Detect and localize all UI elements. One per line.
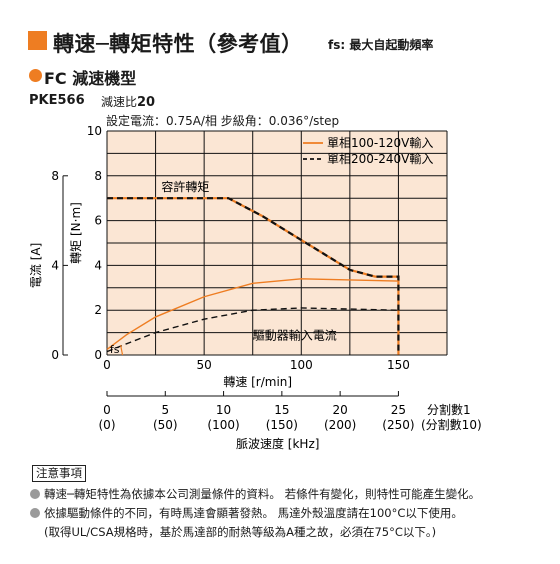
series-layer	[106, 197, 400, 355]
page-subtitle: fs: 最大自起動頻率	[328, 38, 434, 52]
current-tick-label: 0	[51, 348, 59, 362]
gear-ratio: 減速比20	[101, 93, 155, 110]
permissible-torque-label: 容許轉矩	[161, 179, 209, 194]
pulse-tick-label: 0	[103, 403, 111, 417]
model-name: PKE566	[29, 93, 85, 108]
pulse-speed-axis: 0(0) 5(50) 10(100) 15(150) 20(200) 25(250) 分割數…	[99, 391, 482, 451]
current-tick-label: 4	[51, 258, 59, 272]
x-tick-label: 50	[197, 358, 212, 372]
y-tick-label: 6	[94, 214, 102, 228]
x-tick-label: 150	[387, 358, 410, 372]
pulse-tick-label: 10	[216, 403, 231, 417]
pulse-tick-label-div10: (200)	[324, 418, 356, 432]
note-bullet	[30, 508, 40, 518]
fs-marker	[120, 344, 124, 356]
note-1: 轉速─轉矩特性為依據本公司測量條件的資料。 若條件有變化，則特性可能產生變化。	[30, 486, 480, 502]
notes-heading: 注意事項	[32, 465, 86, 482]
pulse-tick-label-div10: (50)	[153, 418, 178, 432]
note-bullet	[30, 489, 40, 499]
y-tick-label: 2	[94, 303, 102, 317]
y-tick-label: 4	[94, 258, 102, 272]
x-axis-label: 轉速 [r/min]	[223, 375, 292, 389]
note-2: 依據驅動條件的不同，有時馬達會顯著發熱。 馬達外殼溫度請在100°C以下使用。	[30, 505, 463, 521]
current-tick-label: 8	[51, 169, 59, 183]
note-1-text: 轉速─轉矩特性為依據本公司測量條件的資料。 若條件有變化，則特性可能產生變化。	[44, 487, 481, 501]
gear-ratio-label: 減速比	[101, 95, 138, 109]
page-title: 轉速─轉矩特性（參考值）	[53, 32, 303, 56]
current-curve	[106, 278, 399, 350]
y-tick-label: 10	[87, 124, 102, 138]
x-tick-label: 0	[103, 358, 111, 372]
gear-ratio-value: 20	[137, 95, 156, 110]
note-2-text: 依據驅動條件的不同，有時馬達會顯著發熱。 馬達外殼溫度請在100°C以下使用。	[44, 506, 463, 520]
pulse-tick-label: 20	[333, 403, 348, 417]
pulse-tick-label-div10: (250)	[382, 418, 414, 432]
pulse-tick-label-div10: (150)	[266, 418, 298, 432]
pulse-tick-label: 15	[274, 403, 289, 417]
pulse-tick-label-div10: (0)	[99, 418, 116, 432]
note-3: (取得UL/CSA規格時，基於馬達部的耐熱等級為A種之故，必須在75°C以下。)	[44, 525, 437, 539]
pulse-axis-label: 脈波速度 [kHz]	[236, 436, 319, 451]
legend-entry: 單相100-120V輸入	[327, 135, 433, 150]
y-tick-label: 8	[94, 169, 102, 183]
section-bullet	[29, 69, 42, 82]
conditions-text: 設定電流：0.75A/相 步級角：0.036°/step	[106, 114, 340, 128]
pulse-tick-label: 25	[391, 403, 406, 417]
current-curve	[106, 307, 399, 353]
x-tick-label: 100	[290, 358, 313, 372]
pulse-tick-label: 5	[161, 403, 169, 417]
y-tick-label: 0	[94, 348, 102, 362]
title-accent-square	[28, 31, 47, 50]
div1-label: 分割數1	[427, 402, 471, 417]
div10-label: (分割數10)	[421, 417, 482, 432]
fs-label: fs	[110, 343, 120, 356]
torque-curve	[107, 197, 400, 355]
y-axis-label: 轉矩 [N·m]	[69, 202, 83, 264]
pulse-tick-label-div10: (100)	[207, 418, 239, 432]
current-curve-label: 驅動器輸入電流	[253, 327, 337, 342]
section-title: FC 減速機型	[44, 69, 137, 88]
current-axis-label: 電流 [A]	[29, 243, 43, 288]
legend-entry: 單相200-240V輸入	[327, 151, 433, 166]
axes: 0 50 100 150 0 2 4 6 8 10 轉速 [r/min] 轉矩 [N·m] 0 4 8 電流 …	[29, 124, 410, 389]
